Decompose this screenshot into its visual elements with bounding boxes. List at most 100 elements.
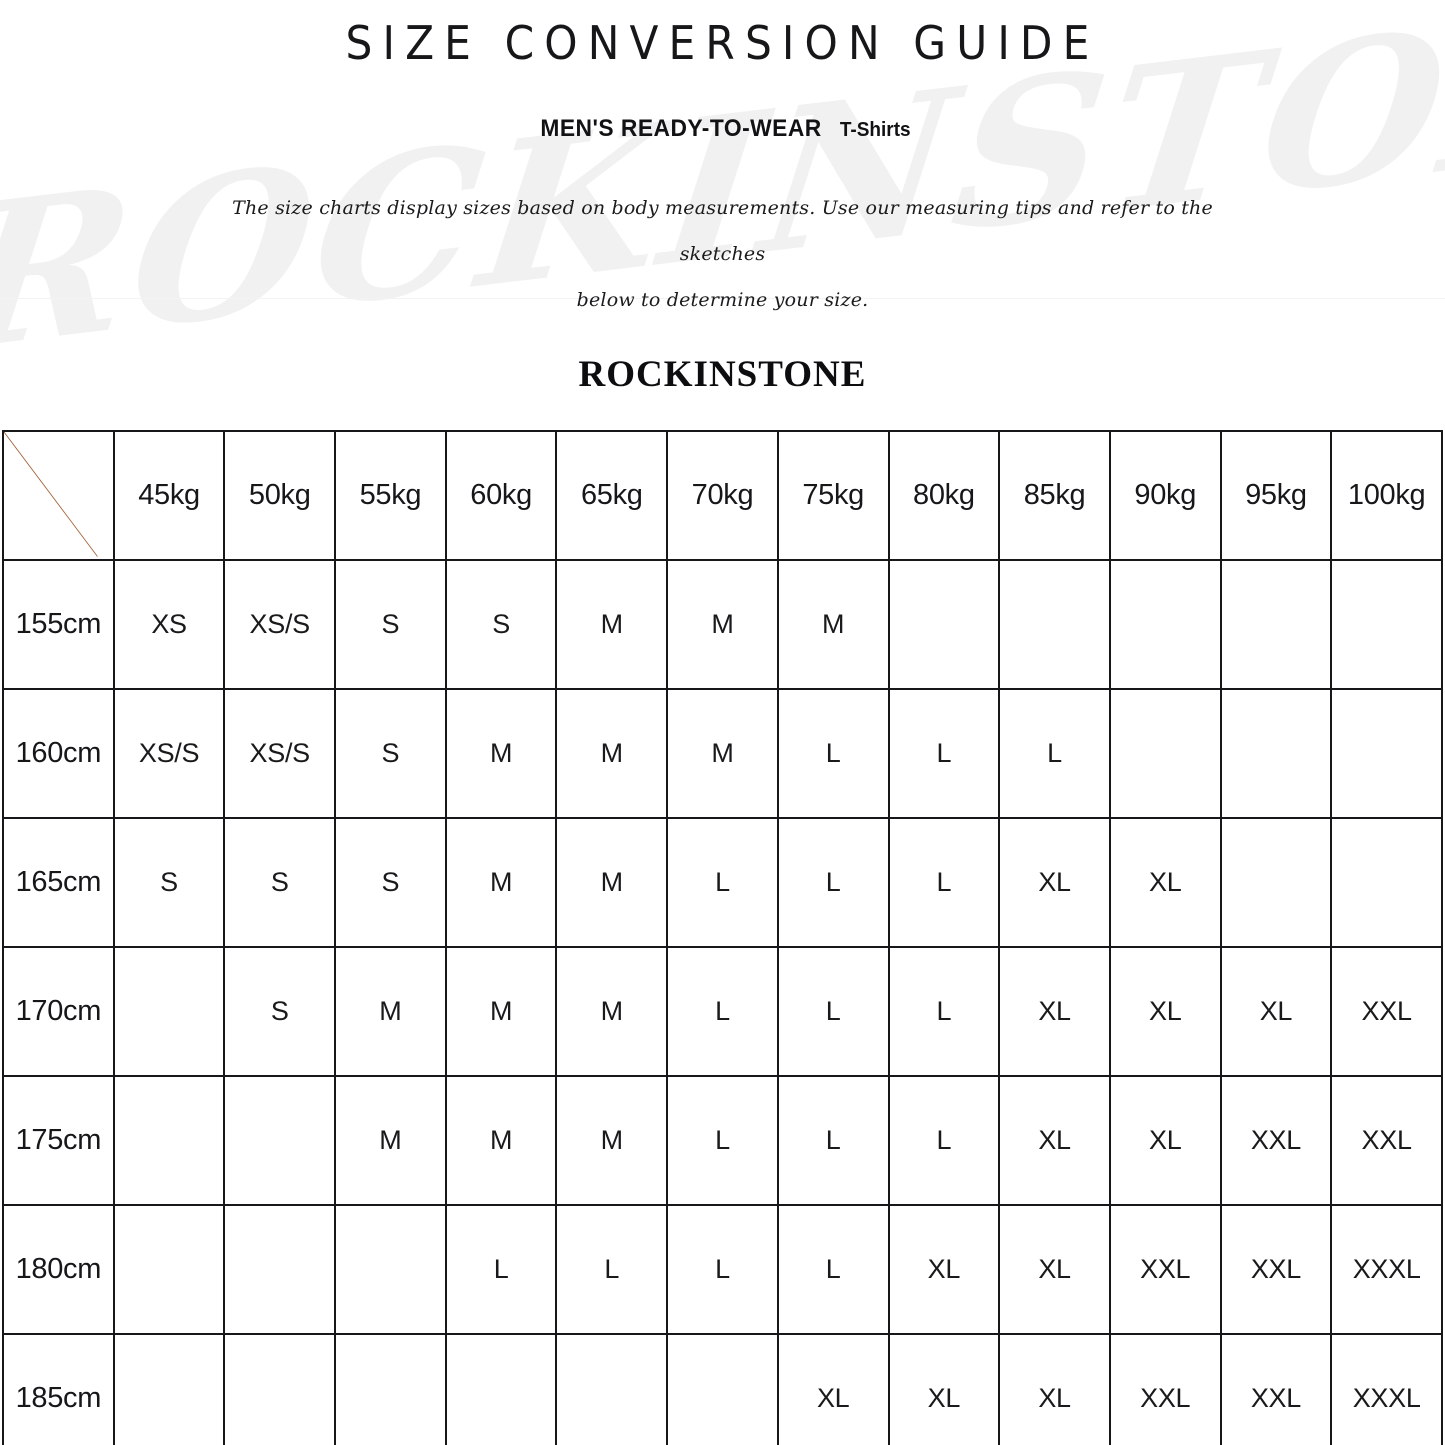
size-cell: XL: [998, 1332, 1111, 1445]
empty-cell: [223, 1074, 337, 1206]
size-cell: XL: [998, 1203, 1111, 1335]
size-cell: XL: [998, 945, 1111, 1077]
table-row: 160cm XS/S XS/S S M M M L L L: [2, 687, 1443, 819]
size-table-container: 45kg 50kg 55kg 60kg 65kg 70kg 75kg 80kg 85kg 90kg…: [0, 429, 1445, 1445]
size-cell: M: [666, 687, 779, 819]
row-header-185cm: 185cm: [2, 1332, 115, 1445]
column-header-80kg: 80kg: [887, 429, 1001, 561]
empty-cell: [1330, 687, 1443, 819]
size-cell: L: [887, 816, 1001, 948]
size-cell: L: [444, 1203, 558, 1335]
size-cell: XXL: [1330, 1074, 1443, 1206]
empty-cell: [112, 945, 226, 1077]
empty-cell: [112, 1332, 226, 1445]
size-cell: S: [334, 687, 447, 819]
table-header-row: 45kg 50kg 55kg 60kg 65kg 70kg 75kg 80kg 85kg 90kg…: [2, 429, 1443, 561]
size-cell: M: [776, 558, 890, 690]
size-conversion-table: 45kg 50kg 55kg 60kg 65kg 70kg 75kg 80kg 85kg 90kg…: [2, 429, 1443, 1445]
empty-cell: [444, 1332, 558, 1445]
size-cell: L: [776, 945, 890, 1077]
size-cell: XXL: [1219, 1074, 1333, 1206]
column-header-95kg: 95kg: [1219, 429, 1333, 561]
column-header-55kg: 55kg: [334, 429, 447, 561]
size-cell: M: [555, 1074, 669, 1206]
table-row: 165cm S S S M M L L L XL XL: [2, 816, 1443, 948]
size-cell: L: [776, 687, 890, 819]
subtitle-primary: MEN'S READY-TO-WEAR: [540, 114, 822, 142]
empty-cell: [112, 1074, 226, 1206]
empty-cell: [666, 1332, 779, 1445]
size-cell: XXL: [1219, 1332, 1333, 1445]
size-cell: S: [444, 558, 558, 690]
column-header-65kg: 65kg: [555, 429, 669, 561]
size-cell: L: [666, 816, 779, 948]
size-cell: XL: [776, 1332, 890, 1445]
size-cell: XL: [1108, 1074, 1222, 1206]
table-row: 185cm XL XL XL XXL XXL XXXL: [2, 1332, 1443, 1445]
empty-cell: [1219, 816, 1333, 948]
table-corner-cell: [2, 429, 115, 561]
empty-cell: [1330, 558, 1443, 690]
column-header-100kg: 100kg: [1330, 429, 1443, 561]
column-header-45kg: 45kg: [112, 429, 226, 561]
size-cell: XL: [1108, 945, 1222, 1077]
size-cell: L: [666, 1074, 779, 1206]
size-cell: S: [334, 816, 447, 948]
size-cell: L: [666, 1203, 779, 1335]
table-row: 180cm L L L L XL XL XXL XXL XXXL: [2, 1203, 1443, 1335]
empty-cell: [1219, 558, 1333, 690]
size-cell: S: [334, 558, 447, 690]
subtitle-row: MEN'S READY-TO-WEAR T-Shirts: [0, 114, 1445, 142]
column-header-90kg: 90kg: [1108, 429, 1222, 561]
size-cell: S: [223, 945, 337, 1077]
page-header: SIZE CONVERSION GUIDE MEN'S READY-TO-WEA…: [0, 0, 1445, 396]
size-cell: XXL: [1108, 1332, 1222, 1445]
empty-cell: [555, 1332, 669, 1445]
size-cell: M: [555, 558, 669, 690]
row-header-165cm: 165cm: [2, 816, 115, 948]
column-header-85kg: 85kg: [998, 429, 1111, 561]
size-cell: L: [666, 945, 779, 1077]
row-header-175cm: 175cm: [2, 1074, 115, 1206]
size-table-body: 45kg 50kg 55kg 60kg 65kg 70kg 75kg 80kg 85kg 90kg…: [2, 429, 1443, 1445]
size-cell: L: [776, 816, 890, 948]
size-cell: XS: [112, 558, 226, 690]
empty-cell: [887, 558, 1001, 690]
diagonal-divider-icon: [4, 432, 113, 559]
empty-cell: [1108, 558, 1222, 690]
column-header-75kg: 75kg: [776, 429, 890, 561]
size-cell: M: [555, 816, 669, 948]
column-header-60kg: 60kg: [444, 429, 558, 561]
description-block: The size charts display sizes based on b…: [218, 185, 1228, 323]
size-cell: XS/S: [112, 687, 226, 819]
empty-cell: [223, 1203, 337, 1335]
empty-cell: [223, 1332, 337, 1445]
table-row: 170cm S M M M L L L XL XL XL XXL: [2, 945, 1443, 1077]
size-cell: L: [887, 1074, 1001, 1206]
size-cell: XL: [1108, 816, 1222, 948]
size-cell: L: [887, 687, 1001, 819]
size-cell: M: [666, 558, 779, 690]
watermark-rule: [0, 298, 1445, 299]
empty-cell: [1108, 687, 1222, 819]
size-cell: M: [444, 1074, 558, 1206]
size-cell: M: [444, 816, 558, 948]
size-cell: M: [555, 945, 669, 1077]
row-header-155cm: 155cm: [2, 558, 115, 690]
size-cell: XXXL: [1330, 1332, 1443, 1445]
empty-cell: [334, 1203, 447, 1335]
empty-cell: [112, 1203, 226, 1335]
size-cell: XL: [887, 1203, 1001, 1335]
empty-cell: [998, 558, 1111, 690]
empty-cell: [1330, 816, 1443, 948]
size-cell: XL: [998, 1074, 1111, 1206]
brand-name: ROCKINSTONE: [578, 353, 867, 395]
size-cell: XS/S: [223, 687, 337, 819]
size-cell: XL: [1219, 945, 1333, 1077]
description-line-2: below to determine your size.: [576, 288, 869, 311]
size-cell: M: [334, 1074, 447, 1206]
size-cell: L: [998, 687, 1111, 819]
column-header-70kg: 70kg: [666, 429, 779, 561]
size-cell: XS/S: [223, 558, 337, 690]
size-cell: S: [112, 816, 226, 948]
